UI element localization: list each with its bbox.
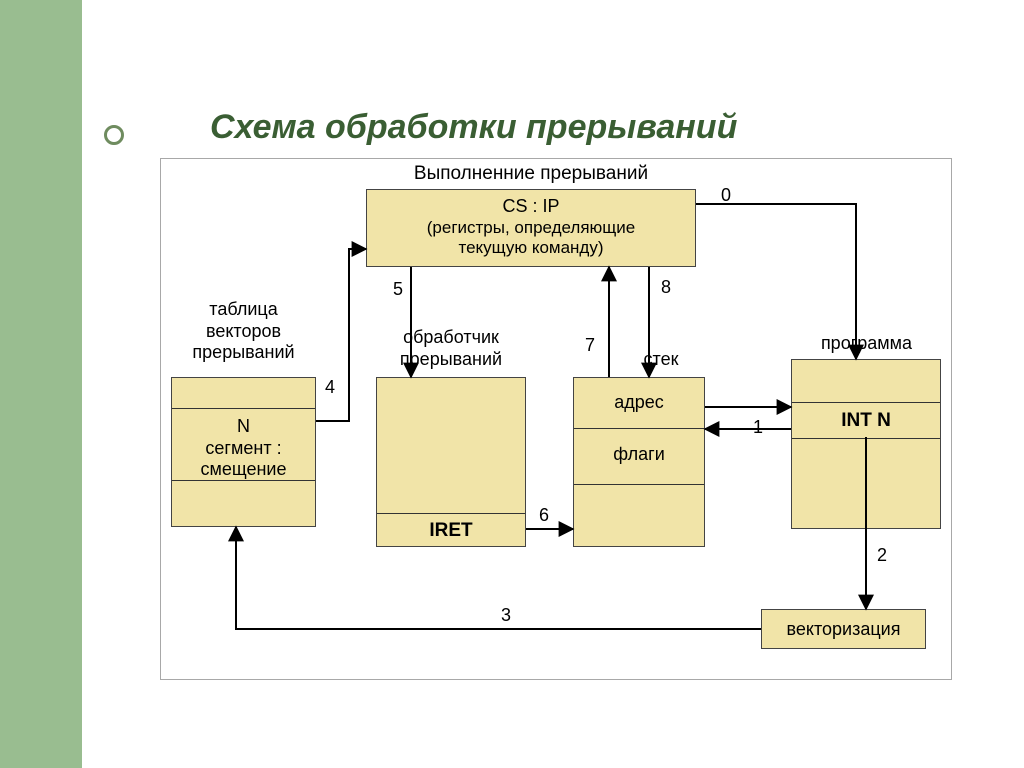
sidebar-accent xyxy=(0,0,82,768)
edge-label-2: 2 xyxy=(877,545,887,566)
edge-label-1: 1 xyxy=(753,417,763,438)
edge-label-4: 4 xyxy=(325,377,335,398)
edge-label-6: 6 xyxy=(539,505,549,526)
diagram-container: Выполненние прерываний CS : IP (регистры… xyxy=(160,158,952,680)
edge-label-0: 0 xyxy=(721,185,731,206)
edge-label-3: 3 xyxy=(501,605,511,626)
edge-label-5: 5 xyxy=(393,279,403,300)
bullet-icon xyxy=(104,125,124,145)
edge-label-8: 8 xyxy=(661,277,671,298)
edge-label-7: 7 xyxy=(585,335,595,356)
diagram-edges xyxy=(161,159,951,679)
page-title: Схема обработки прерываний xyxy=(210,108,737,147)
